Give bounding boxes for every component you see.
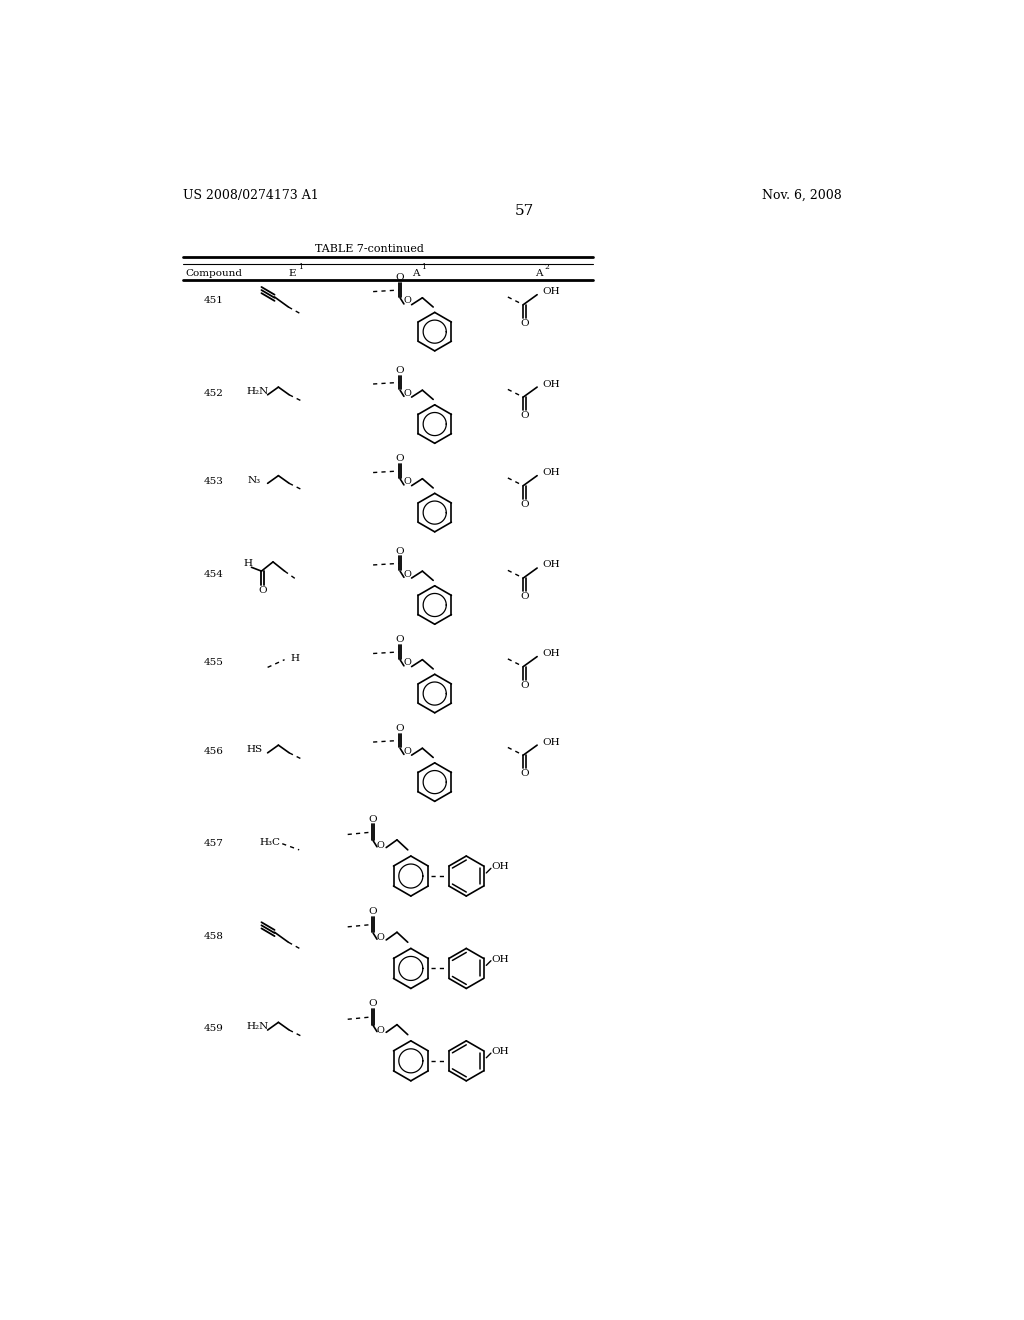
- Text: OH: OH: [543, 380, 560, 388]
- Text: O: O: [520, 411, 529, 420]
- Text: O: O: [520, 318, 529, 327]
- Text: O: O: [395, 273, 404, 282]
- Text: 457: 457: [204, 840, 223, 849]
- Text: 1: 1: [422, 263, 426, 271]
- Text: Nov. 6, 2008: Nov. 6, 2008: [762, 189, 842, 202]
- Text: H₃C: H₃C: [259, 838, 281, 846]
- Text: O: O: [403, 570, 411, 578]
- Text: OH: OH: [490, 954, 509, 964]
- Text: N₃: N₃: [248, 475, 261, 484]
- Text: 456: 456: [204, 747, 223, 756]
- Text: O: O: [395, 635, 404, 644]
- Text: TABLE 7-continued: TABLE 7-continued: [314, 244, 424, 255]
- Text: O: O: [403, 659, 411, 667]
- Text: O: O: [377, 841, 385, 850]
- Text: O: O: [403, 297, 411, 305]
- Text: H₂N: H₂N: [246, 387, 268, 396]
- Text: 452: 452: [204, 389, 223, 397]
- Text: O: O: [369, 814, 378, 824]
- Text: O: O: [259, 586, 267, 595]
- Text: 1: 1: [298, 263, 303, 271]
- Text: O: O: [377, 1026, 385, 1035]
- Text: O: O: [377, 933, 385, 942]
- Text: OH: OH: [543, 469, 560, 477]
- Text: 2: 2: [545, 263, 550, 271]
- Text: OH: OH: [543, 738, 560, 747]
- Text: A: A: [535, 269, 543, 279]
- Text: OH: OH: [543, 649, 560, 657]
- Text: OH: OH: [543, 561, 560, 569]
- Text: O: O: [403, 478, 411, 486]
- Text: OH: OH: [490, 1047, 509, 1056]
- Text: HS: HS: [246, 746, 262, 754]
- Text: 451: 451: [204, 297, 223, 305]
- Text: O: O: [395, 366, 404, 375]
- Text: O: O: [520, 500, 529, 508]
- Text: 57: 57: [515, 203, 535, 218]
- Text: OH: OH: [543, 288, 560, 296]
- Text: O: O: [520, 593, 529, 601]
- Text: H: H: [244, 558, 253, 568]
- Text: H: H: [291, 653, 300, 663]
- Text: OH: OH: [490, 862, 509, 871]
- Text: O: O: [369, 999, 378, 1008]
- Text: A: A: [412, 269, 419, 279]
- Text: O: O: [395, 546, 404, 556]
- Text: Compound: Compound: [185, 269, 243, 279]
- Text: 459: 459: [204, 1024, 223, 1034]
- Text: O: O: [395, 454, 404, 463]
- Text: O: O: [403, 389, 411, 397]
- Text: E: E: [289, 269, 296, 279]
- Text: O: O: [369, 907, 378, 916]
- Text: US 2008/0274173 A1: US 2008/0274173 A1: [183, 189, 318, 202]
- Text: O: O: [520, 770, 529, 777]
- Text: 458: 458: [204, 932, 223, 941]
- Text: O: O: [520, 681, 529, 689]
- Text: H₂N: H₂N: [246, 1023, 268, 1031]
- Text: 455: 455: [204, 659, 223, 667]
- Text: O: O: [395, 723, 404, 733]
- Text: 454: 454: [204, 570, 223, 578]
- Text: 453: 453: [204, 478, 223, 486]
- Text: O: O: [403, 747, 411, 756]
